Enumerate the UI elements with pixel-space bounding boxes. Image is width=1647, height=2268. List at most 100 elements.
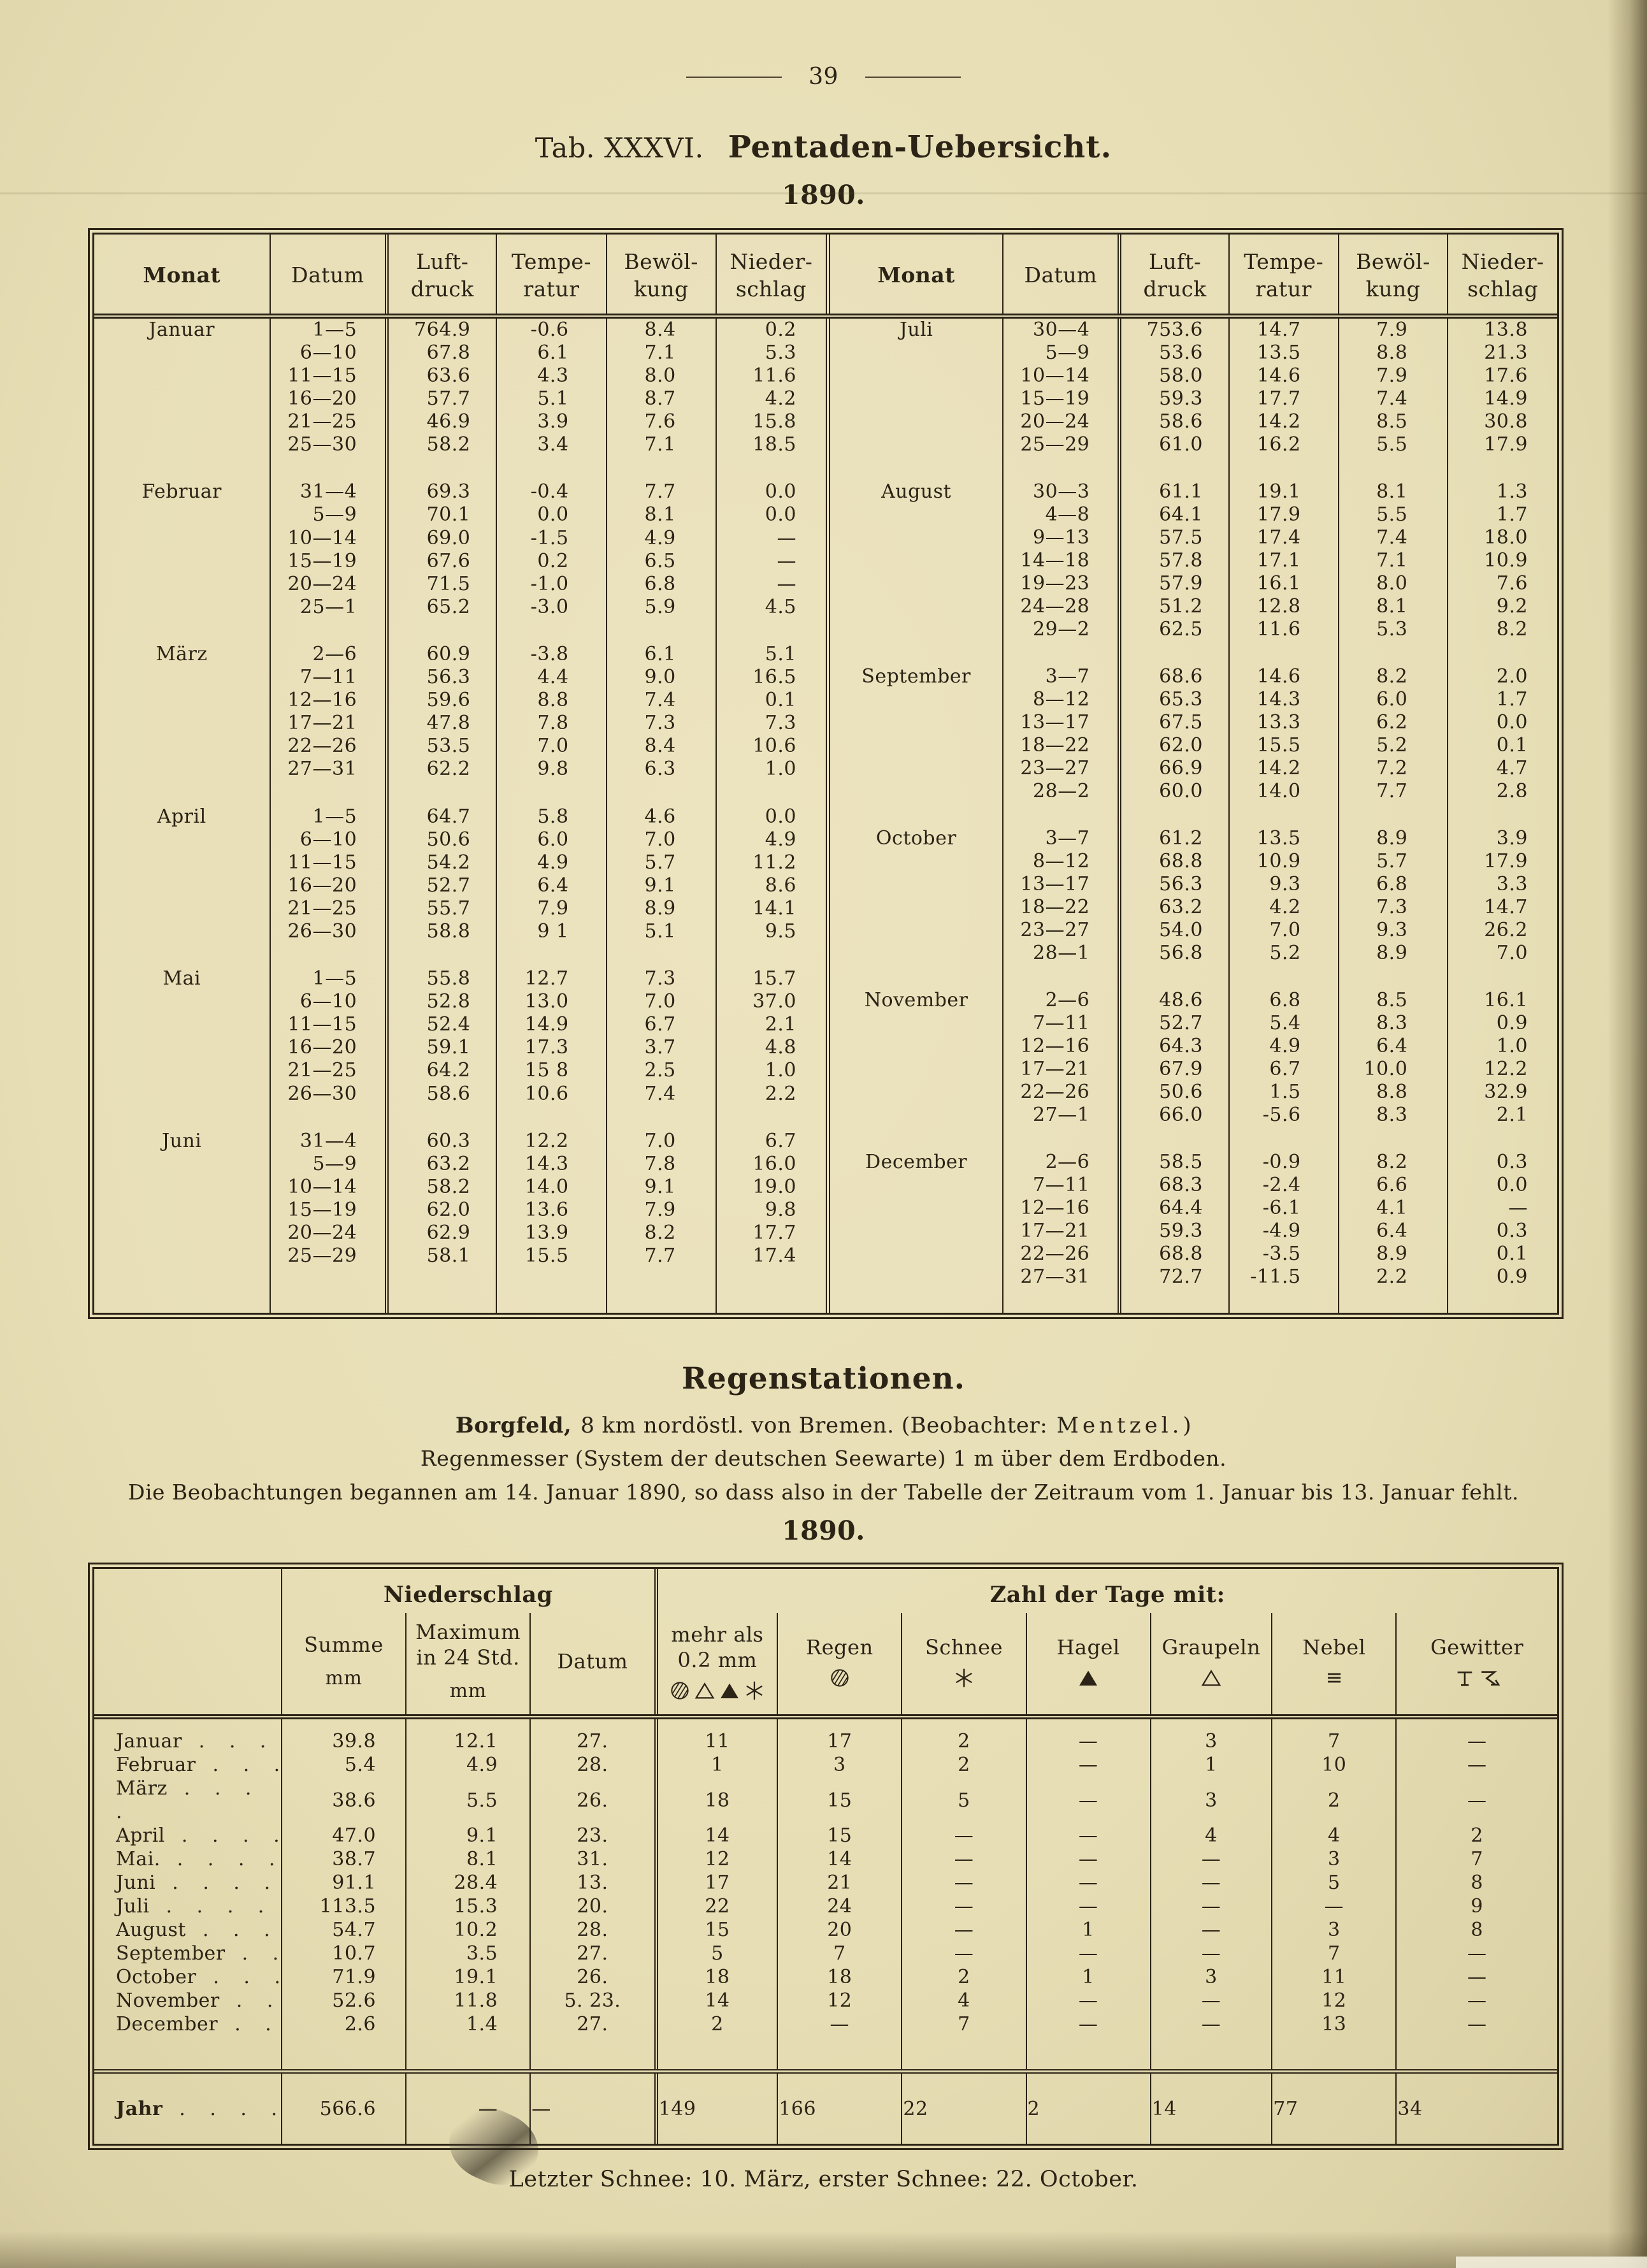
datum-value: 18—22 bbox=[1002, 733, 1120, 757]
maximum-value: 10.2 bbox=[405, 1918, 531, 1942]
thunder-t-icon bbox=[1457, 1671, 1472, 1686]
temperatur-value: 9.3 bbox=[1228, 872, 1339, 896]
luftdruck-value: 764.9 bbox=[385, 315, 497, 342]
luftdruck-value: 64.3 bbox=[1118, 1034, 1229, 1058]
nebel-value: 3 bbox=[1271, 1847, 1397, 1872]
station-month-row: Mai.. . . . 38.7 8.1 31. 12 14— — —3 7 bbox=[94, 1847, 1557, 1872]
temperatur-value: -4.9 bbox=[1228, 1219, 1339, 1243]
bewoelkung-value: 8.5 bbox=[1337, 410, 1448, 433]
mehr_als-value: 5 bbox=[654, 1942, 778, 1966]
bewoelkung-value: 7.1 bbox=[605, 433, 716, 457]
bewoelkung-value: 7.4 bbox=[1337, 526, 1448, 549]
regen-value: 18 bbox=[777, 1965, 902, 1990]
bewoelkung-value: 8.1 bbox=[605, 503, 716, 527]
luftdruck-value: 69.0 bbox=[385, 526, 497, 550]
pentad-row: 6—10 52.8 13.0 7.0 37.0 bbox=[94, 990, 826, 1014]
hagel-value: — bbox=[1025, 2012, 1151, 2072]
month-label: Februar. . . bbox=[94, 1753, 282, 1777]
temperatur-value: 6.7 bbox=[1228, 1057, 1339, 1081]
regen-value: 15 bbox=[777, 1824, 902, 1848]
luftdruck-value: 66.0 bbox=[1118, 1103, 1229, 1127]
pentaden-table-halves: Monat Datum Luft-druck Tempe-ratur Bewöl-kun… bbox=[94, 235, 1557, 1313]
temperatur-value: 14.0 bbox=[496, 1175, 607, 1199]
luftdruck-value: 58.5 bbox=[1118, 1126, 1229, 1174]
luftdruck-value: 68.8 bbox=[1118, 849, 1229, 873]
luftdruck-value: 64.4 bbox=[1118, 1196, 1229, 1220]
temperatur-value: 17.4 bbox=[1228, 526, 1339, 549]
luftdruck-value: 57.9 bbox=[1118, 572, 1229, 595]
niederschlag-value: 21.3 bbox=[1447, 341, 1557, 365]
datum-value: 5—9 bbox=[1002, 341, 1120, 365]
filler-row bbox=[94, 1268, 826, 1313]
temperatur-value: 3.9 bbox=[496, 410, 607, 434]
temperatur-value: 6.1 bbox=[496, 341, 607, 365]
niederschlag-value: 1.3 bbox=[1447, 456, 1557, 503]
bewoelkung-value: 9.1 bbox=[605, 1175, 716, 1199]
datum-value: 10—14 bbox=[269, 1175, 387, 1199]
luftdruck-value: 60.9 bbox=[385, 618, 497, 667]
bewoelkung-value: 8.0 bbox=[605, 364, 716, 388]
hagel-value: — bbox=[1025, 1777, 1151, 1824]
graupeln-value: 14 bbox=[1149, 2069, 1272, 2144]
month-label: Mai bbox=[162, 967, 201, 990]
hagel-value: — bbox=[1025, 1717, 1151, 1754]
header-monat: Monat bbox=[828, 235, 1003, 319]
hagel-value: — bbox=[1025, 1895, 1151, 1919]
nebel-value: — bbox=[1271, 1895, 1397, 1919]
datum-value: 17—21 bbox=[269, 712, 387, 735]
pentad-row: 6—10 67.8 6.1 7.1 5.3 bbox=[94, 341, 826, 365]
luftdruck-value: 63.2 bbox=[385, 1152, 497, 1176]
datum-value: 6—10 bbox=[269, 990, 387, 1014]
schnee-value: 2 bbox=[901, 1753, 1026, 1777]
bewoelkung-value: 7.4 bbox=[605, 1082, 716, 1106]
month-label: November bbox=[864, 988, 968, 1011]
datum-value: 12—16 bbox=[1002, 1034, 1120, 1058]
temperatur-value: -0.4 bbox=[496, 456, 607, 504]
header-nebel: Nebel bbox=[1271, 1612, 1397, 1720]
pentad-row: 28—2 60.0 14.0 7.7 2.8 bbox=[828, 779, 1557, 803]
niederschlag-value: 0.0 bbox=[1447, 711, 1557, 734]
pentad-row: März 2—6 60.9 -3.8 6.1 5.1 bbox=[94, 618, 826, 667]
pentad-row: 23—27 54.0 7.0 9.3 26.2 bbox=[828, 918, 1557, 942]
bewoelkung-value: 5.3 bbox=[1337, 618, 1448, 641]
temperatur-value: -1.5 bbox=[496, 526, 607, 550]
datum-value: 26—30 bbox=[269, 920, 387, 943]
pentad-row: Juli 30—4 753.6 14.7 7.9 13.8 bbox=[828, 315, 1557, 342]
pentad-row: 7—11 52.7 5.4 8.3 0.9 bbox=[828, 1011, 1557, 1035]
niederschlag-value: 9.8 bbox=[715, 1198, 826, 1222]
datum-value: 23—27 bbox=[1002, 756, 1120, 780]
temperatur-value: 19.1 bbox=[1228, 456, 1339, 503]
luftdruck-value: 57.8 bbox=[1118, 549, 1229, 572]
pentad-row: 20—24 58.6 14.2 8.5 30.8 bbox=[828, 410, 1557, 433]
niederschlag-value: 1.7 bbox=[1447, 688, 1557, 711]
luftdruck-value: 58.1 bbox=[385, 1245, 497, 1268]
datum-value: 7—11 bbox=[1002, 1173, 1120, 1197]
niederschlag-value: 0.9 bbox=[1447, 1265, 1557, 1289]
pentad-row: 25—29 61.0 16.2 5.5 17.9 bbox=[828, 433, 1557, 456]
datum-value: 16—20 bbox=[269, 387, 387, 411]
temperatur-value: 14.9 bbox=[496, 1013, 607, 1037]
mehr_als-value: 11 bbox=[654, 1717, 778, 1754]
datum-value: 27—31 bbox=[1002, 1265, 1120, 1289]
regen-value: 14 bbox=[777, 1847, 902, 1872]
bewoelkung-value: 8.2 bbox=[605, 1222, 716, 1245]
pentad-row: 29—2 62.5 11.6 5.3 8.2 bbox=[828, 618, 1557, 641]
month-label: October. . . bbox=[94, 1965, 282, 1990]
luftdruck-value: 72.7 bbox=[1118, 1265, 1229, 1289]
pentad-row: Juni 31—4 60.3 12.2 7.0 6.7 bbox=[94, 1105, 826, 1153]
rain-table: Niederschlag Zahl der Tage mit: Summe mm Max… bbox=[94, 1568, 1557, 2144]
datum-value: 1—5 bbox=[269, 315, 387, 342]
pentad-row: 5—9 53.6 13.5 8.8 21.3 bbox=[828, 341, 1557, 365]
niederschlag-value: 4.9 bbox=[715, 828, 826, 851]
datum-value: 21—25 bbox=[269, 410, 387, 434]
niederschlag-value: 16.0 bbox=[715, 1152, 826, 1176]
niederschlag-value: 1.0 bbox=[715, 758, 826, 781]
regen-value: 17 bbox=[777, 1717, 902, 1754]
header-regen: Regen bbox=[777, 1612, 902, 1720]
datum-value: 30—3 bbox=[1002, 456, 1120, 503]
mehr_als-value: 14 bbox=[654, 1989, 778, 2013]
temperatur-value: 14.6 bbox=[1228, 640, 1339, 688]
datum-value: 10—14 bbox=[1002, 364, 1120, 387]
datum-value: 15—19 bbox=[269, 549, 387, 573]
datum-value: 28. bbox=[529, 1753, 656, 1777]
